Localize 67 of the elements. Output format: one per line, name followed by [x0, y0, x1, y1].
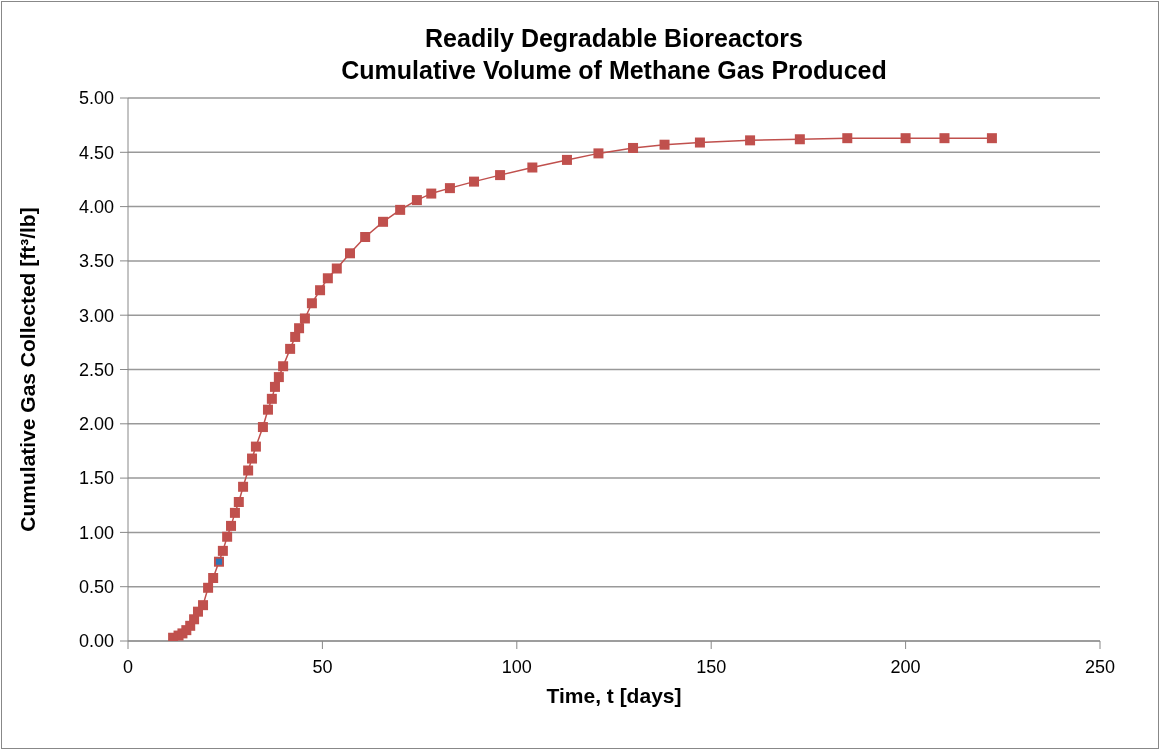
point [986, 133, 997, 144]
point [257, 422, 268, 433]
point [745, 135, 756, 146]
point [247, 453, 258, 464]
point [322, 273, 333, 284]
point [208, 573, 219, 584]
point [378, 216, 389, 227]
x-tick-label: 50 [312, 657, 333, 677]
y-tick-label: 0.00 [78, 631, 114, 652]
y-tick-label: 0.50 [78, 577, 114, 598]
point [229, 507, 240, 518]
point [269, 381, 280, 392]
x-tick-label: 0 [122, 657, 134, 677]
y-tick-label: 3.00 [78, 305, 114, 326]
point [345, 248, 356, 259]
point [233, 496, 244, 507]
chart-title: Readily Degradable Bioreactors Cumulative Volume of Methane Gas Produced [340, 23, 888, 86]
x-tick-label: 250 [1084, 657, 1116, 677]
point [495, 170, 506, 181]
point [294, 323, 305, 334]
point [226, 520, 237, 531]
x-tick-label: 100 [501, 657, 532, 677]
point [395, 204, 406, 215]
y-tick-label: 1.00 [78, 522, 114, 543]
point [900, 133, 911, 144]
x-axis-title: Time, t [days] [546, 684, 682, 707]
point [694, 137, 705, 148]
point [273, 372, 284, 383]
point [299, 313, 310, 324]
point [426, 188, 437, 199]
point [203, 582, 214, 593]
y-tick-label: 4.50 [78, 142, 114, 163]
point [285, 343, 296, 354]
point [527, 162, 538, 173]
point [360, 232, 371, 243]
point [278, 361, 289, 372]
x-tick-label: 150 [696, 657, 727, 677]
y-tick-label: 2.50 [78, 359, 114, 380]
point [469, 176, 480, 187]
y-tick-label: 5.00 [78, 88, 114, 109]
point [842, 133, 853, 144]
y-tick-label: 2.00 [78, 414, 114, 435]
point [198, 600, 209, 611]
point [659, 139, 670, 150]
x-tick-label: 200 [890, 657, 921, 677]
point [250, 441, 261, 452]
point [238, 481, 249, 492]
y-tick-label: 4.00 [78, 196, 114, 217]
point [290, 331, 301, 342]
point [243, 465, 254, 476]
point [444, 183, 455, 194]
point [593, 148, 604, 159]
y-tick-label: 3.50 [78, 251, 114, 272]
point [315, 285, 326, 296]
point [794, 134, 805, 145]
point [331, 263, 342, 274]
point [217, 545, 228, 556]
point [262, 404, 273, 415]
point [222, 531, 233, 542]
point [306, 298, 317, 309]
y-axis-title: Cumulative Gas Collected [ft³/lb] [16, 207, 40, 532]
y-tick-label: 1.50 [78, 468, 114, 489]
point [628, 142, 639, 153]
point [939, 133, 950, 144]
point [561, 154, 572, 165]
point [266, 393, 277, 404]
point [411, 195, 422, 206]
